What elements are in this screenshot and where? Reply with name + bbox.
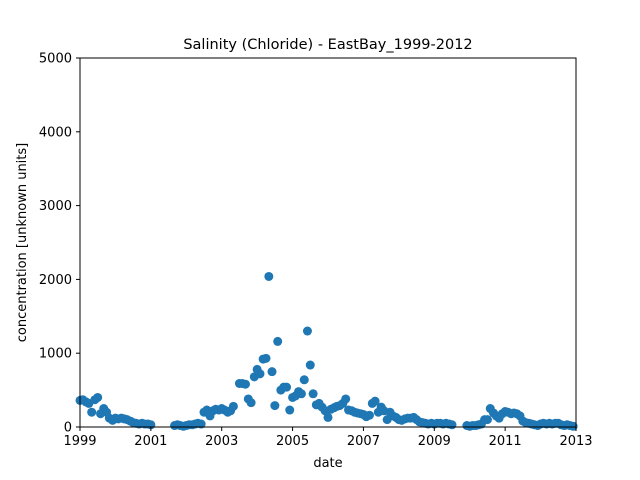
data-point [270, 401, 280, 411]
data-point [87, 407, 97, 417]
x-tick-label: 2007 [347, 434, 380, 449]
data-point [264, 271, 274, 281]
data-point [568, 421, 578, 431]
x-tick-label: 2003 [205, 434, 238, 449]
x-tick-label: 1999 [63, 434, 96, 449]
data-point [196, 419, 206, 429]
data-point [341, 394, 351, 404]
data-point [285, 405, 295, 415]
data-point [370, 396, 380, 406]
y-tick-label: 1000 [39, 347, 72, 362]
data-point [482, 415, 492, 425]
data-point [308, 389, 318, 399]
data-point [302, 326, 312, 336]
x-tick-label: 2005 [276, 434, 309, 449]
data-point [282, 382, 292, 392]
x-axis-label: date [313, 456, 342, 471]
y-tick-label: 4000 [39, 125, 72, 140]
data-point [299, 375, 309, 385]
y-tick-label: 0 [64, 421, 72, 436]
x-axis: 1999 2001 2003 2005 2007 2009 2011 2013 [63, 427, 593, 449]
x-tick-label: 2011 [489, 434, 522, 449]
data-point [228, 401, 238, 411]
data-point [246, 398, 256, 408]
data-point [240, 379, 250, 389]
y-axis-label: concentration [unknown units] [15, 143, 30, 342]
x-tick-label: 2013 [559, 434, 592, 449]
data-point [296, 389, 306, 399]
chart-title: Salinity (Chloride) - EastBay_1999-2012 [183, 37, 472, 53]
plot-frame [79, 57, 577, 428]
y-tick-label: 2000 [39, 273, 72, 288]
data-point [323, 412, 333, 422]
data-point [273, 336, 283, 346]
data-point [447, 420, 457, 430]
y-tick-label: 5000 [39, 52, 72, 67]
data-point [364, 410, 374, 420]
y-axis: 0 1000 2000 3000 4000 5000 [39, 52, 80, 436]
x-tick-label: 2009 [418, 434, 451, 449]
data-point [261, 353, 271, 363]
x-tick-label: 2001 [134, 434, 167, 449]
y-tick-label: 3000 [39, 199, 72, 214]
data-points [75, 271, 578, 431]
data-point [255, 369, 265, 379]
data-point [93, 392, 103, 402]
data-point [305, 360, 315, 370]
data-point [267, 367, 277, 377]
